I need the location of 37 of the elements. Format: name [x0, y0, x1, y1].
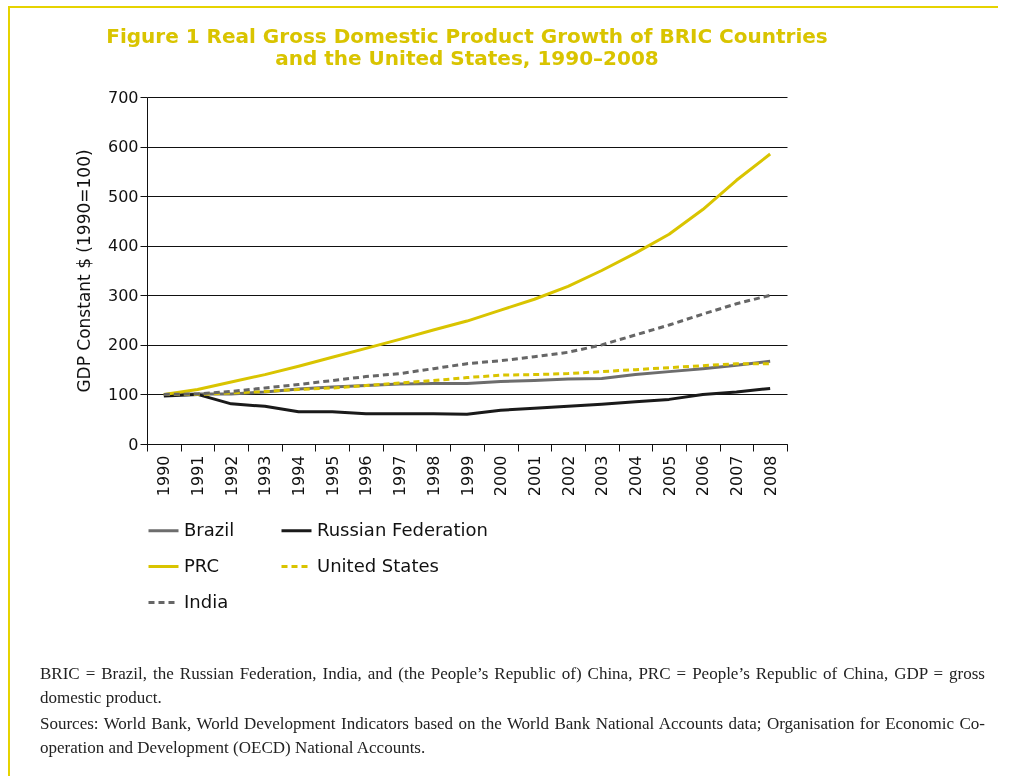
legend-label: Brazil [184, 518, 235, 540]
x-tick-label: 1993 [255, 455, 275, 497]
x-tick-label: 2006 [693, 455, 713, 497]
x-tick-label: 2007 [726, 455, 746, 497]
y-tick-label: 0 [128, 434, 139, 454]
source-note: Sources: World Bank, World Development Indicators based on the World Bank National Accounts data; Organisation for Economic Co-operation and Development (OECD) National Accounts. [40, 713, 985, 759]
y-tick-label: 500 [107, 186, 139, 206]
y-tick-label: 400 [107, 236, 139, 256]
y-axis-title: GDP Constant $ (1990=100) [73, 149, 94, 393]
x-tick-label: 2008 [760, 455, 780, 497]
legend-label: Russian Federation [317, 518, 488, 540]
x-tick-label: 2003 [592, 455, 612, 497]
x-tick-label: 1997 [390, 455, 410, 497]
x-tick-label: 1992 [221, 455, 241, 497]
x-tick-label: 2000 [491, 455, 511, 497]
x-tick-label: 1996 [356, 455, 376, 497]
x-tick-label: 2004 [625, 455, 645, 497]
x-tick-label: 1994 [289, 455, 309, 497]
y-tick-label: 100 [107, 384, 139, 404]
line-series [162, 293, 772, 396]
x-tick-label: 2005 [659, 455, 679, 497]
y-tick-label: 600 [107, 137, 139, 157]
x-tick-label: 1999 [457, 455, 477, 497]
chart-title: Figure 1 Real Gross Domestic Product Growth of BRIC Countries and the United States, 1990–2008 [106, 24, 828, 70]
x-tick-label: 2001 [524, 455, 544, 497]
legend-label: India [184, 590, 229, 612]
legend-label: United States [317, 554, 439, 576]
x-tick-label: 1990 [154, 455, 174, 497]
y-tick-label: 300 [107, 285, 139, 305]
x-tick-label: 1995 [322, 455, 342, 497]
x-tick-label: 1998 [423, 455, 443, 497]
legend-label: PRC [184, 554, 220, 576]
x-tick-label: 1991 [188, 455, 208, 497]
y-tick-label: 700 [107, 87, 139, 107]
y-tick-label: 200 [107, 335, 139, 355]
text: BRIC = Brazil, the Russian Federation, India, and (the People’s Republic of) China, PRC = People’s Republic of China, GDP = gross domestic product. [40, 663, 985, 709]
x-tick-label: 2002 [558, 455, 578, 497]
